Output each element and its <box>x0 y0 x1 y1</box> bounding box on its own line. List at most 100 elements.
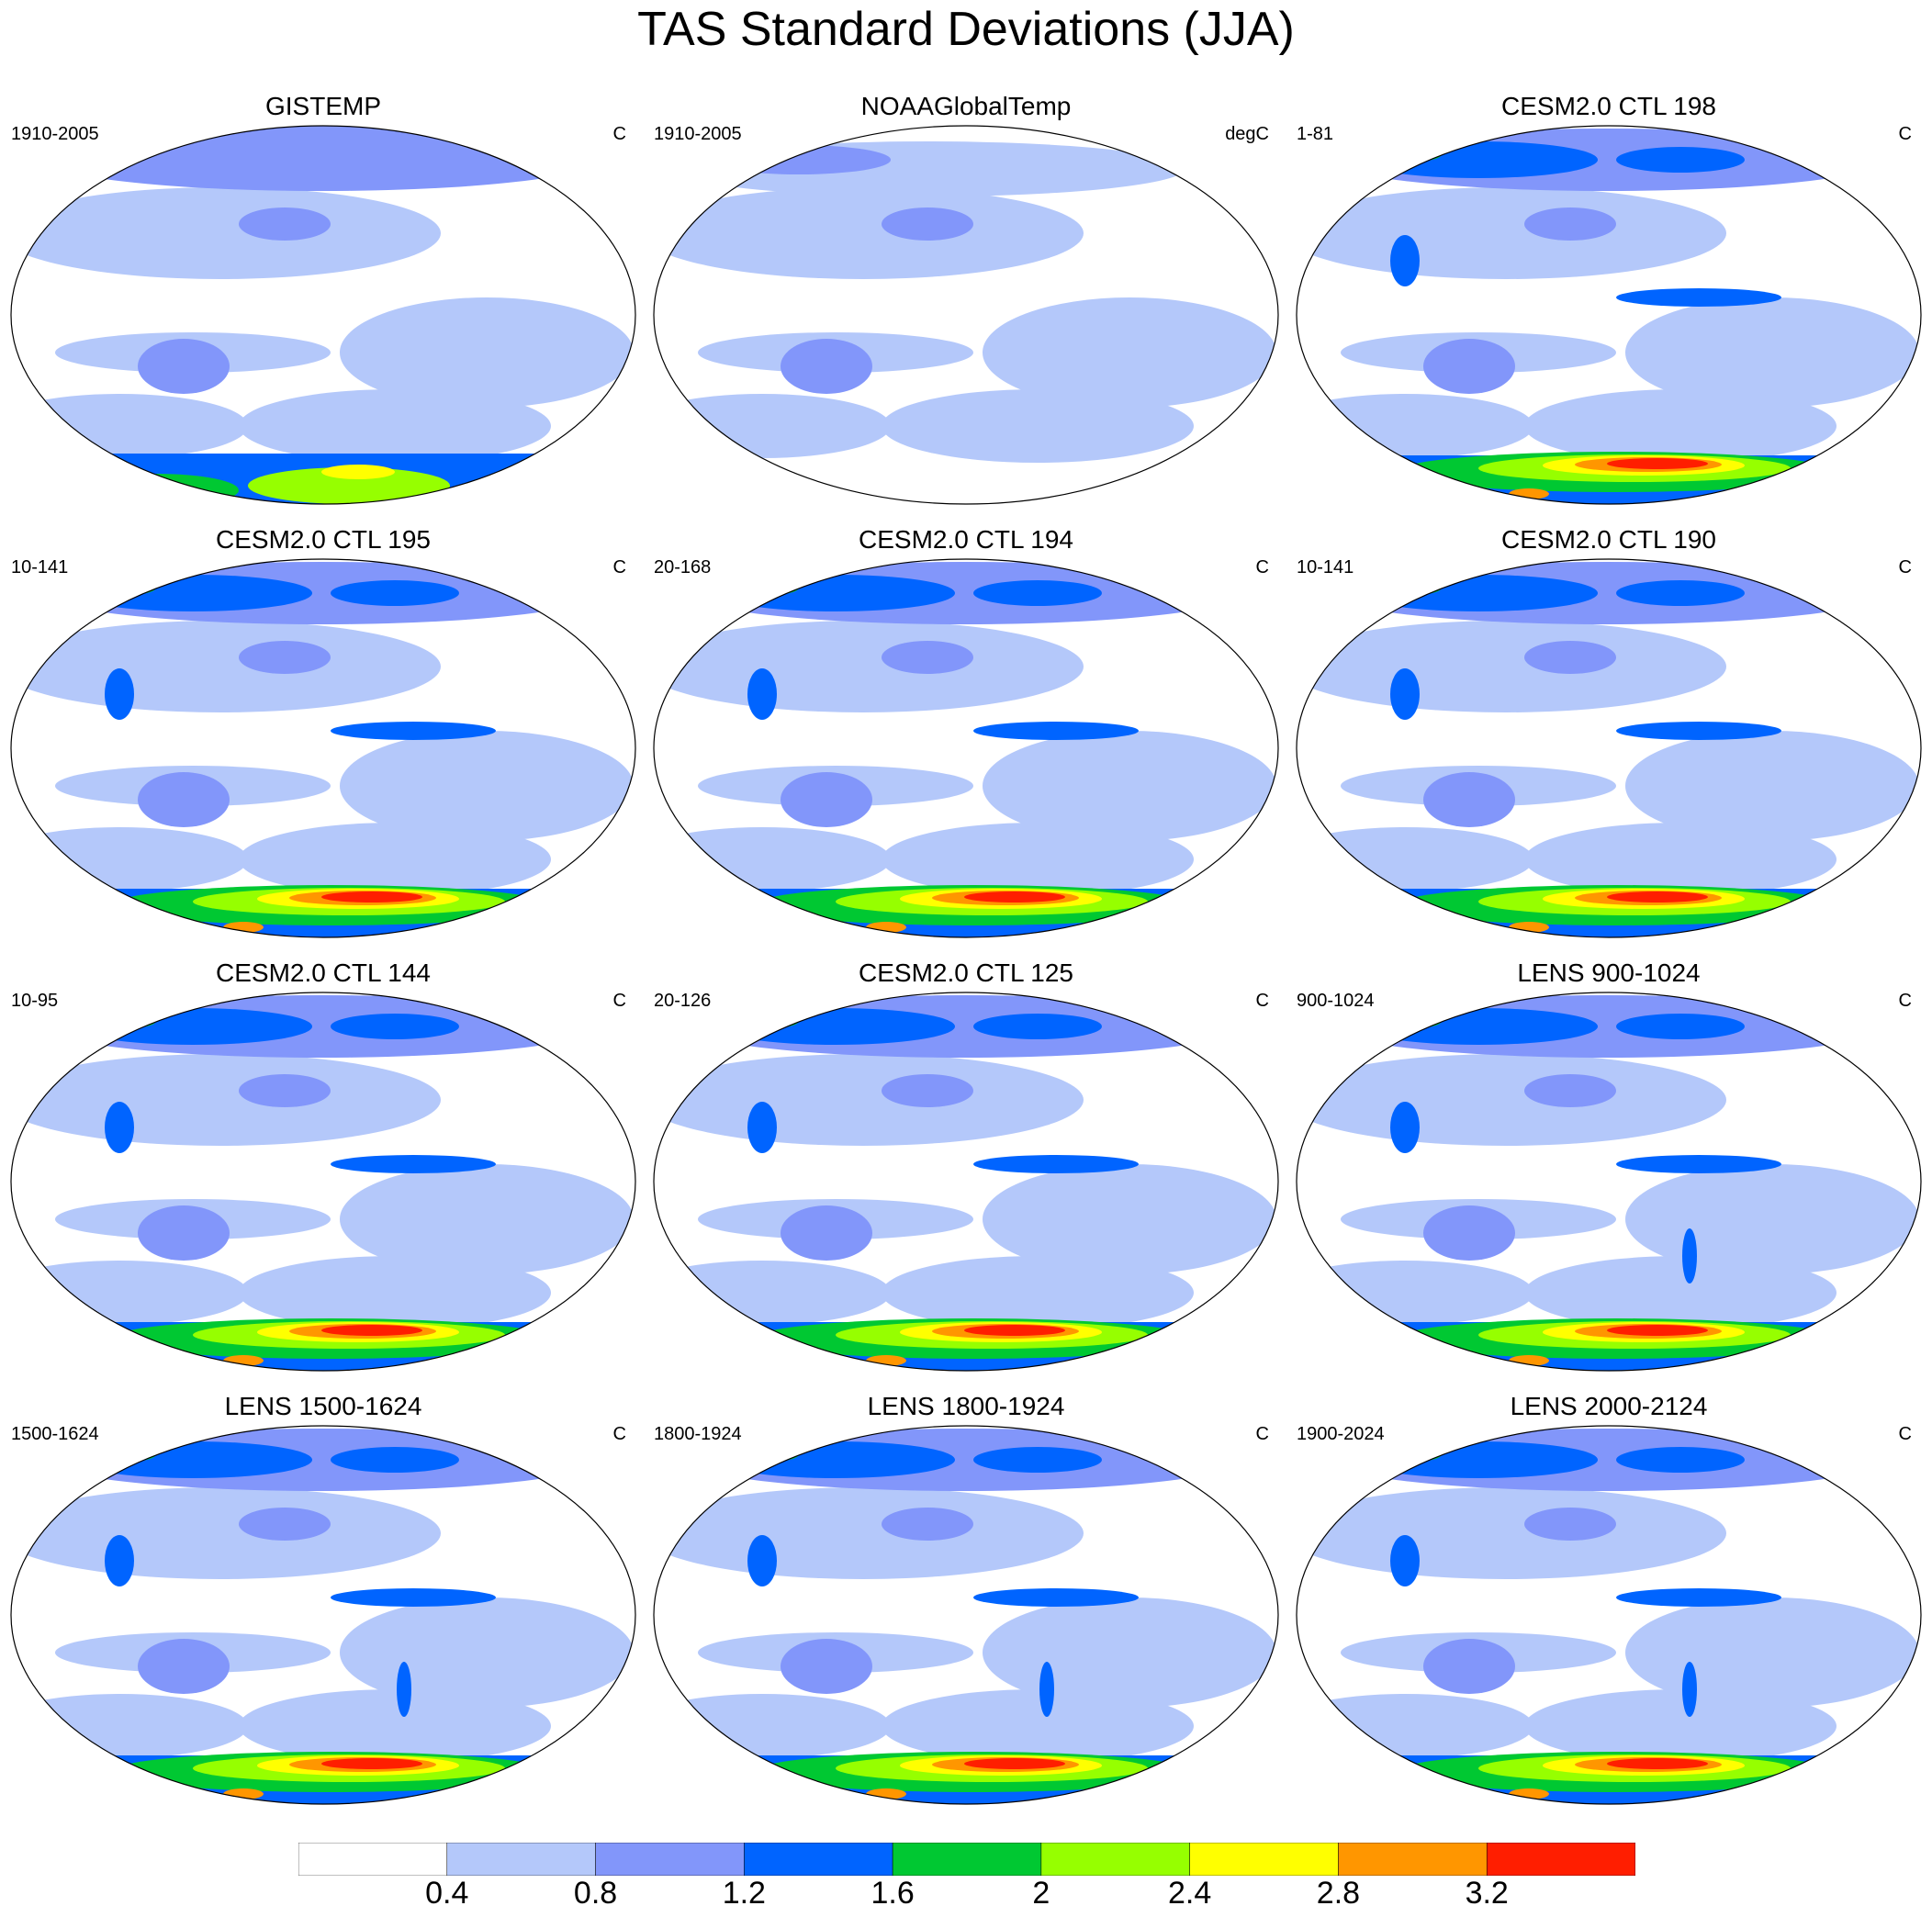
colorbar-box <box>1486 1843 1635 1876</box>
colorbar-label: 2.4 <box>1168 1876 1212 1911</box>
field-band-tropical-atlantic <box>1625 731 1919 841</box>
field-india <box>1390 1102 1420 1153</box>
field-equatorial-pacific <box>1616 722 1781 740</box>
panel-years: 900-1024 <box>1297 991 1375 1011</box>
field-equatorial-pacific <box>331 722 496 740</box>
field-antarctic-green <box>73 474 239 504</box>
panel-title: LENS 1500-1624 <box>224 1392 422 1420</box>
world-map <box>1296 125 1922 505</box>
map-outline <box>1296 558 1922 938</box>
field-band-south-pacific <box>882 823 1194 896</box>
field-band-tropical-atlantic <box>1625 1598 1919 1708</box>
field-equatorial-pacific <box>1616 1155 1781 1173</box>
colorbar-box <box>446 1843 596 1876</box>
panel-title: CESM2.0 CTL 198 <box>1501 92 1716 120</box>
world-map <box>10 992 636 1372</box>
field-canada-band <box>331 1014 459 1039</box>
panel-units: C <box>1255 1424 1269 1444</box>
world-map <box>653 558 1279 938</box>
panel-title: CESM2.0 CTL 190 <box>1501 525 1716 554</box>
field-band-tropical-atlantic <box>983 1164 1276 1274</box>
field-north-pacific-core <box>882 1074 973 1107</box>
world-map <box>1296 558 1922 938</box>
field-eurasia-band <box>73 1008 312 1045</box>
field-north-pacific-core <box>1524 207 1616 241</box>
field-antarctic-red <box>321 1758 422 1769</box>
colorbar <box>298 1843 1635 1876</box>
field-antarctic-yellow <box>321 465 395 479</box>
panel-years: 1800-1924 <box>654 1424 742 1444</box>
field-india <box>747 668 777 720</box>
field-band-south-pacific <box>1524 389 1837 463</box>
field-eurasia-band <box>1359 575 1598 611</box>
field-andes <box>1039 1662 1054 1717</box>
field-band-tropical-atlantic <box>340 297 634 408</box>
field-equatorial-pacific <box>973 1588 1139 1607</box>
colorbar-box <box>595 1843 745 1876</box>
field-north-pacific-core <box>882 641 973 674</box>
field-equatorial-pacific <box>1616 288 1781 307</box>
map-outline <box>1296 125 1922 505</box>
field-antarctic-red <box>1607 1758 1708 1769</box>
field-arctic-band <box>689 562 1240 624</box>
panel-title: LENS 900-1024 <box>1517 958 1701 987</box>
contour-field <box>654 559 1278 937</box>
field-equatorial-pacific <box>331 1155 496 1173</box>
panel-units: C <box>612 557 626 577</box>
colorbar-box <box>1040 1843 1190 1876</box>
panel-title: CESM2.0 CTL 144 <box>216 958 431 987</box>
field-antarctic-red <box>1607 1325 1708 1336</box>
field-canada-band <box>973 1447 1102 1473</box>
field-india <box>1390 668 1420 720</box>
field-antarctic-red <box>1607 458 1708 469</box>
panel-title: CESM2.0 CTL 195 <box>216 525 431 554</box>
field-equatorial-pacific <box>973 722 1139 740</box>
field-canada-band <box>1616 580 1745 606</box>
field-arctic-band <box>689 1429 1240 1491</box>
map-outline <box>10 125 636 505</box>
field-antarctic-red <box>964 1758 1065 1769</box>
panel-years: 1910-2005 <box>654 124 742 144</box>
field-band-south-pacific <box>1524 1689 1837 1763</box>
field-india <box>105 1535 134 1586</box>
panel-years: 10-95 <box>11 991 59 1011</box>
panel-title: CESM2.0 CTL 194 <box>859 525 1073 554</box>
panel-title: NOAAGlobalTemp <box>860 92 1072 120</box>
field-band-tropical-atlantic <box>340 731 634 841</box>
field-north-pacific-core <box>882 1508 973 1541</box>
field-equatorial-pacific <box>331 1588 496 1607</box>
world-map <box>653 125 1279 505</box>
field-australia <box>781 1639 872 1694</box>
field-equatorial-pacific <box>1616 1588 1781 1607</box>
field-eurasia-band <box>716 1008 955 1045</box>
field-australia <box>781 1205 872 1261</box>
field-eurasia-band <box>1359 141 1598 178</box>
map-panel: NOAAGlobalTemp 1910-2005 degC <box>645 92 1287 523</box>
panel-years: 1900-2024 <box>1297 1424 1385 1444</box>
contour-field <box>654 126 1278 504</box>
field-arctic-band <box>46 1429 597 1491</box>
colorbar-label: 1.6 <box>871 1876 915 1911</box>
field-band-tropical-atlantic <box>340 1598 634 1708</box>
map-panel: CESM2.0 CTL 198 1-81 C <box>1287 92 1930 523</box>
field-india <box>747 1535 777 1586</box>
figure-title: TAS Standard Deviations (JJA) <box>637 3 1295 56</box>
field-band-south-pacific <box>882 1256 1194 1329</box>
contour-field <box>654 1426 1278 1804</box>
field-canada-band <box>331 1447 459 1473</box>
field-eurasia-band <box>716 1441 955 1478</box>
panel-title: LENS 1800-1924 <box>867 1392 1065 1420</box>
panel-title: CESM2.0 CTL 125 <box>859 958 1073 987</box>
field-australia <box>1423 339 1515 394</box>
field-band-tropical-atlantic <box>983 297 1276 408</box>
field-india <box>105 668 134 720</box>
field-band-south-pacific <box>239 1689 551 1763</box>
colorbar-box <box>744 1843 893 1876</box>
panel-units: C <box>1255 557 1269 577</box>
panel-title: GISTEMP <box>264 92 381 120</box>
contour-field <box>11 1426 635 1804</box>
panel-units: C <box>1898 557 1912 577</box>
field-band-tropical-atlantic <box>983 1598 1276 1708</box>
field-canada-band <box>331 580 459 606</box>
contour-field <box>654 992 1278 1371</box>
